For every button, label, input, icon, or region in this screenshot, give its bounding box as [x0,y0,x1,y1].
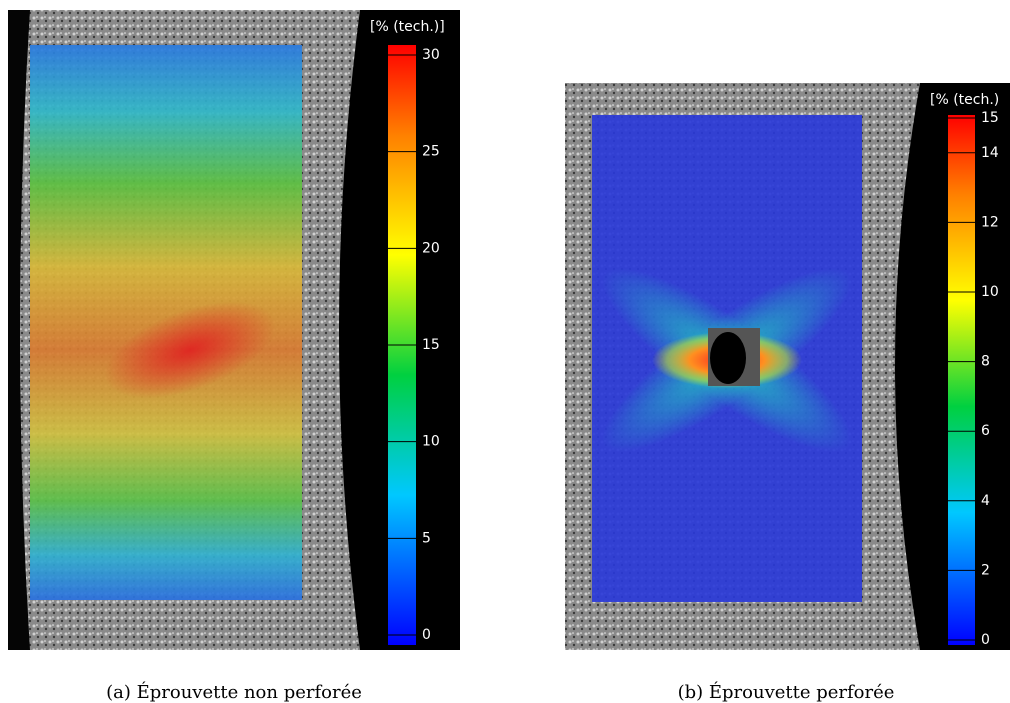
colorbar-tick-label: 0 [422,627,431,643]
colorbar-tick-label: 8 [981,354,990,370]
colorbar-tick-label: 6 [981,423,990,439]
colorbar-tick-label: 12 [981,214,999,230]
colorbar-tick-label: 14 [981,145,999,161]
colorbar-tick-label: 10 [422,434,440,450]
colorbar-label: [% (tech.) [930,92,999,108]
caption: (b) Éprouvette perforée [678,680,895,703]
caption: (a) Éprouvette non perforée [106,680,362,703]
colorbar-tick-label: 10 [981,284,999,300]
colorbar-tick-label: 15 [981,110,999,126]
colorbar-tick-label: 25 [422,144,440,160]
strain-image [8,10,460,650]
strain-image [565,83,1010,650]
colorbar-tick-label: 15 [422,337,440,353]
colorbar [948,115,975,645]
colorbar-tick-label: 5 [422,530,431,546]
colorbar-tick-label: 2 [981,562,990,578]
colorbar-tick-label: 0 [981,632,990,648]
colorbar-label: [% (tech.)] [370,19,445,35]
colorbar-tick-label: 4 [981,493,990,509]
colorbar-tick-label: 20 [422,240,440,256]
colorbar-tick-label: 30 [422,47,440,63]
